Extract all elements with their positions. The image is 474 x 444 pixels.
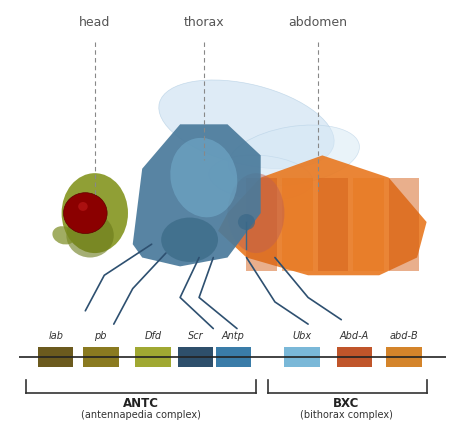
Circle shape [238, 214, 255, 230]
FancyBboxPatch shape [216, 347, 251, 368]
Ellipse shape [161, 218, 218, 262]
FancyBboxPatch shape [38, 347, 73, 368]
Text: abdomen: abdomen [288, 16, 347, 28]
Polygon shape [353, 178, 384, 271]
Circle shape [78, 202, 88, 211]
FancyBboxPatch shape [337, 347, 372, 368]
Text: (antennapedia complex): (antennapedia complex) [81, 410, 201, 420]
Polygon shape [246, 178, 277, 271]
Text: Ubx: Ubx [292, 331, 312, 341]
Polygon shape [282, 178, 313, 271]
Text: Dfd: Dfd [144, 331, 162, 341]
Polygon shape [218, 155, 427, 275]
Ellipse shape [170, 138, 237, 217]
Polygon shape [389, 178, 419, 271]
Ellipse shape [209, 155, 313, 200]
Ellipse shape [53, 226, 75, 245]
Text: Abd-A: Abd-A [340, 331, 369, 341]
Text: abd-B: abd-B [390, 331, 419, 341]
Ellipse shape [62, 173, 128, 253]
Text: Scr: Scr [188, 331, 203, 341]
Ellipse shape [159, 80, 334, 169]
Text: BXC: BXC [333, 397, 359, 410]
Circle shape [64, 193, 107, 234]
Ellipse shape [228, 173, 284, 253]
Text: lab: lab [48, 331, 63, 341]
Ellipse shape [66, 213, 114, 258]
Ellipse shape [228, 125, 359, 186]
FancyBboxPatch shape [135, 347, 171, 368]
Text: thorax: thorax [183, 16, 224, 28]
FancyBboxPatch shape [386, 347, 422, 368]
Text: (bithorax complex): (bithorax complex) [300, 410, 392, 420]
FancyBboxPatch shape [83, 347, 118, 368]
Polygon shape [133, 124, 261, 266]
Text: pb: pb [94, 331, 107, 341]
FancyBboxPatch shape [284, 347, 320, 368]
Text: head: head [79, 16, 110, 28]
Text: Antp: Antp [222, 331, 245, 341]
Polygon shape [318, 178, 348, 271]
FancyBboxPatch shape [178, 347, 213, 368]
Text: ANTC: ANTC [123, 397, 159, 410]
